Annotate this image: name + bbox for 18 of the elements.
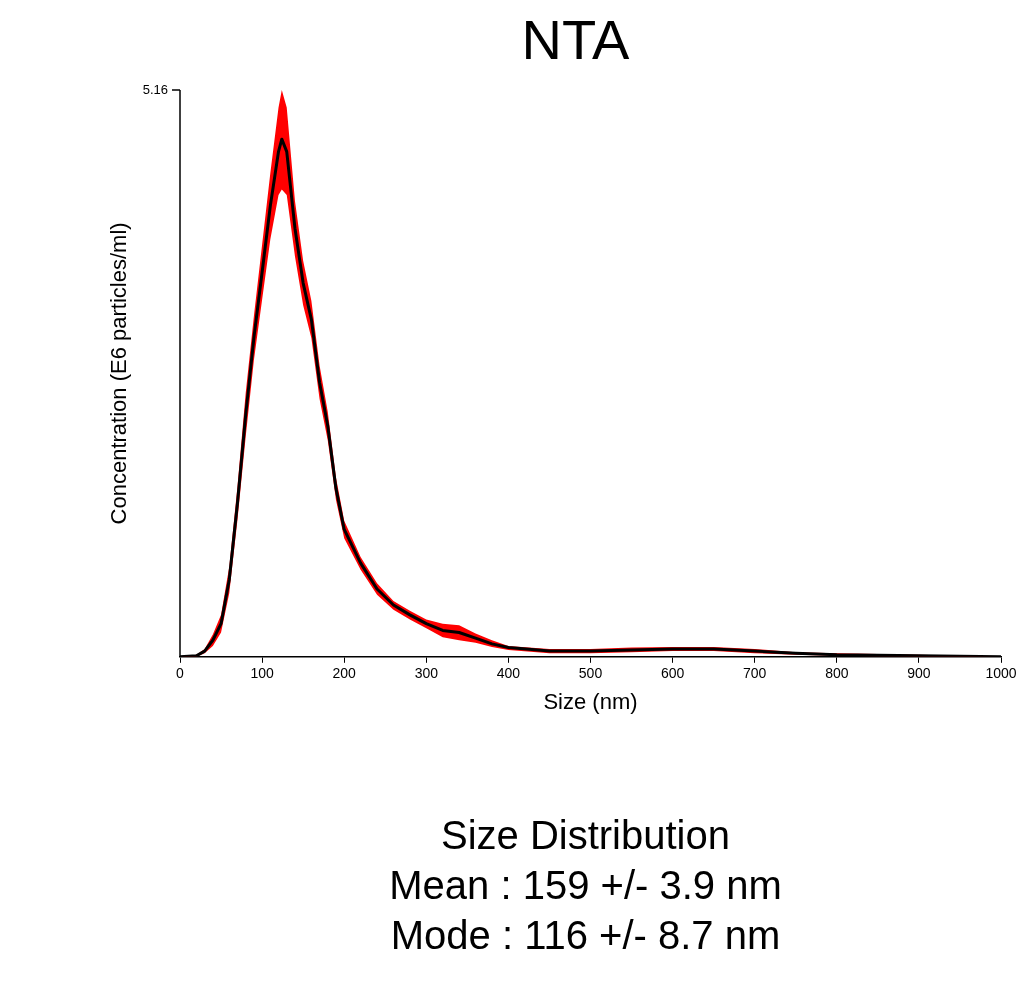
x-tick-label: 0 xyxy=(176,665,185,682)
x-tick-label: 900 xyxy=(907,665,931,682)
text: Mean : 159 +/- 3.9 nm xyxy=(388,862,783,909)
x-tick-label: 400 xyxy=(496,665,521,682)
text: Mode : 116 +/- 8.7 nm xyxy=(389,912,782,959)
x-axis-title: Size (nm) xyxy=(543,688,638,714)
y-axis-title: Concentration (E6 particles/ml) xyxy=(106,222,132,525)
x-tick-label: 100 xyxy=(250,665,274,682)
x-tick-label: 200 xyxy=(332,665,357,682)
text: Size Distribution xyxy=(440,812,731,859)
chart-title: NTA xyxy=(520,7,631,73)
text: 5.16 xyxy=(142,81,168,97)
x-tick-label: 600 xyxy=(660,665,685,682)
x-tick-label: 700 xyxy=(743,665,767,682)
x-tick-label: 800 xyxy=(825,665,849,682)
x-tick-label: 300 xyxy=(414,665,439,682)
x-tick-label: 500 xyxy=(578,665,603,682)
x-tick-label: 1000 xyxy=(985,665,1017,682)
